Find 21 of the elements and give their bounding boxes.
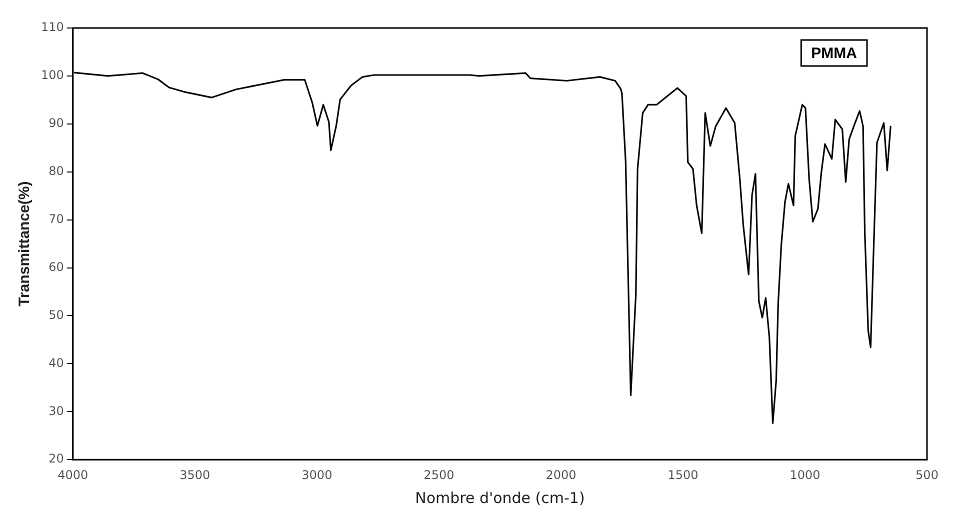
- annotation: PMMA: [811, 45, 858, 62]
- y-tick-label: 110: [41, 20, 64, 34]
- y-tick-label: 70: [48, 212, 64, 226]
- x-tick-label: 3500: [180, 468, 210, 482]
- y-tick-label: 20: [48, 452, 64, 466]
- x-tick-label: 2000: [546, 468, 576, 482]
- x-tick-label: 3000: [302, 468, 332, 482]
- x-tick-label: 2500: [424, 468, 454, 482]
- y-tick-label: 30: [48, 404, 64, 418]
- y-tick-label: 60: [48, 260, 64, 274]
- y-tick-label: 50: [48, 308, 64, 322]
- x-tick-label: 1500: [668, 468, 698, 482]
- y-tick-label: 40: [48, 356, 64, 370]
- y-tick-label: 90: [48, 116, 64, 130]
- x-tick-label: 1000: [790, 468, 820, 482]
- x-axis-title: Nombre d'onde (cm-1): [415, 488, 585, 507]
- y-axis-title: Transmittance(%): [16, 181, 34, 306]
- y-tick-label: 100: [41, 68, 64, 82]
- x-tick-label: 500: [916, 468, 938, 482]
- x-tick-label: 4000: [58, 468, 88, 482]
- y-tick-label: 80: [48, 164, 64, 178]
